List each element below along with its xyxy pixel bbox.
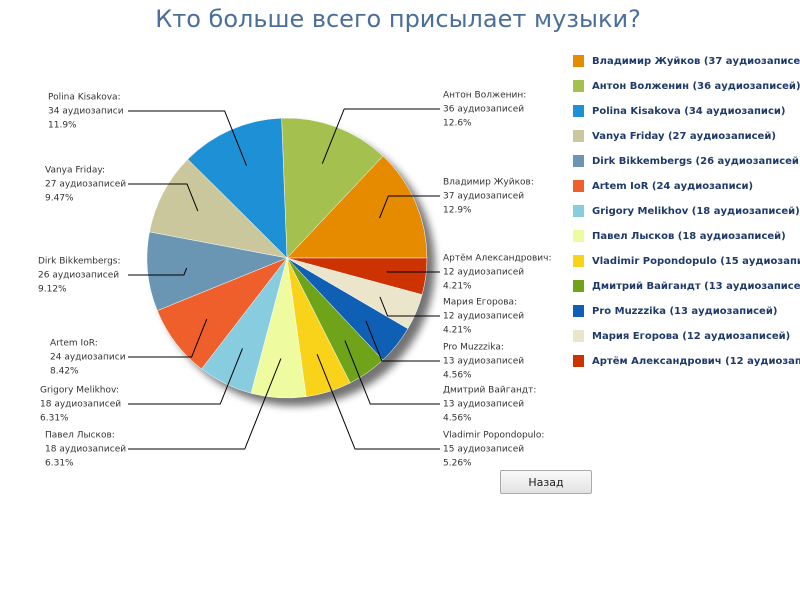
callout-label: 13 аудиозаписей <box>443 357 524 367</box>
chart-title: Кто больше всего присылает музыки? <box>155 5 641 33</box>
callout-label: Дмитрий Вайгандт: <box>443 386 536 396</box>
callout-label: 12.9% <box>443 206 472 216</box>
legend-swatch <box>573 305 584 317</box>
pie-slice <box>286 155 428 259</box>
legend-label: Павел Лысков (18 аудиозаписей) <box>592 231 786 242</box>
callout-line <box>128 348 243 405</box>
callout-label: Артём Александрович: <box>443 254 551 264</box>
callout-label: 12.6% <box>443 119 472 129</box>
legend-swatch <box>573 205 584 217</box>
legend-swatch <box>573 330 584 342</box>
callout-label: 11.9% <box>48 121 77 131</box>
callout-line <box>316 354 440 450</box>
callout-label: Мария Егорова: <box>443 298 517 308</box>
legend-swatch <box>573 155 584 167</box>
callout-line <box>128 267 188 276</box>
back-button[interactable]: Назад <box>500 470 592 494</box>
legend-label: Dirk Bikkembergs (26 аудиозаписей) <box>592 156 800 167</box>
callout-label: 37 аудиозаписей <box>443 192 524 202</box>
callout-label: 24 аудиозаписи <box>50 353 126 363</box>
legend-label: Артём Александрович (12 аудиозаписей) <box>592 355 800 367</box>
callout-label: 4.21% <box>443 282 472 292</box>
callout-line <box>365 320 440 362</box>
legend-label: Vladimir Popondopulo (15 аудиозаписей) <box>592 256 800 267</box>
legend-swatch <box>573 230 584 242</box>
callout-line <box>379 195 440 219</box>
legend-label: Polina Kisakova (34 аудиозаписи) <box>592 106 785 117</box>
callout-label: 27 аудиозаписей <box>45 180 126 190</box>
callout-line <box>128 358 282 450</box>
callout-label: 26 аудиозаписей <box>38 271 119 281</box>
callout-label: 9.47% <box>45 194 74 204</box>
callout-label: Владимир Жуйков: <box>443 178 534 188</box>
callout-label: 18 аудиозаписей <box>45 445 126 455</box>
pie-slice <box>286 257 428 295</box>
legend-swatch <box>573 80 584 92</box>
legend-label: Владимир Жуйков (37 аудиозаписей) <box>592 56 800 67</box>
callout-label: Pro Muzzzika: <box>443 343 504 353</box>
legend-label: Дмитрий Вайгандт (13 аудиозаписей) <box>592 281 800 292</box>
callout-label: 4.56% <box>443 371 472 381</box>
callout-label: 13 аудиозаписей <box>443 400 524 410</box>
callout-line <box>128 183 199 212</box>
legend-swatch <box>573 55 584 67</box>
callout-label: 12 аудиозаписей <box>443 268 524 278</box>
legend-swatch <box>573 130 584 142</box>
pie-slice <box>146 231 288 312</box>
callout-label: 18 аудиозаписей <box>40 400 121 410</box>
callout-label: Павел Лысков: <box>45 431 115 441</box>
legend-swatch <box>573 105 584 117</box>
callout-label: Vanya Friday: <box>45 166 105 176</box>
pie-slice <box>281 117 384 259</box>
callout-line <box>128 110 247 166</box>
callout-label: Grigory Melikhov: <box>40 386 119 396</box>
legend-swatch <box>573 255 584 267</box>
callout-label: 8.42% <box>50 367 79 377</box>
legend-label: Artem IoR (24 аудиозаписи) <box>592 181 753 192</box>
callout-line <box>128 318 208 358</box>
callout-label: Dirk Bikkembergs: <box>38 257 121 267</box>
callout-label: 4.21% <box>443 326 472 336</box>
callout-label: 34 аудиозаписи <box>48 107 124 117</box>
callout-label: 5.26% <box>443 459 472 469</box>
legend-label: Мария Егорова (12 аудиозаписей) <box>592 331 790 342</box>
callout-label: Антон Волженин: <box>443 91 526 101</box>
callout-line <box>386 271 440 273</box>
legend-swatch <box>573 355 584 367</box>
callout-label: 9.12% <box>38 285 67 295</box>
callout-line <box>344 340 440 405</box>
callout-line <box>321 108 440 164</box>
callout-label: 6.31% <box>45 459 74 469</box>
legend-label: Антон Волженин (36 аудиозаписей) <box>592 81 800 92</box>
callout-label: Vladimir Popondopulo: <box>443 431 544 441</box>
callout-label: 15 аудиозаписей <box>443 445 524 455</box>
legend-label: Vanya Friday (27 аудиозаписей) <box>592 131 776 142</box>
callout-label: 4.56% <box>443 414 472 424</box>
legend-label: Pro Muzzzika (13 аудиозаписей) <box>592 306 777 317</box>
callout-label: 6.31% <box>40 414 69 424</box>
callout-line <box>379 296 440 317</box>
pie-slice <box>187 117 288 259</box>
callout-label: Polina Kisakova: <box>48 93 121 103</box>
callout-label: 12 аудиозаписей <box>443 312 524 322</box>
callout-label: Artem IoR: <box>50 339 98 349</box>
callout-label: 36 аудиозаписей <box>443 105 524 115</box>
legend-label: Grigory Melikhov (18 аудиозаписей) <box>592 206 800 217</box>
legend-swatch <box>573 180 584 192</box>
legend-swatch <box>573 280 584 292</box>
